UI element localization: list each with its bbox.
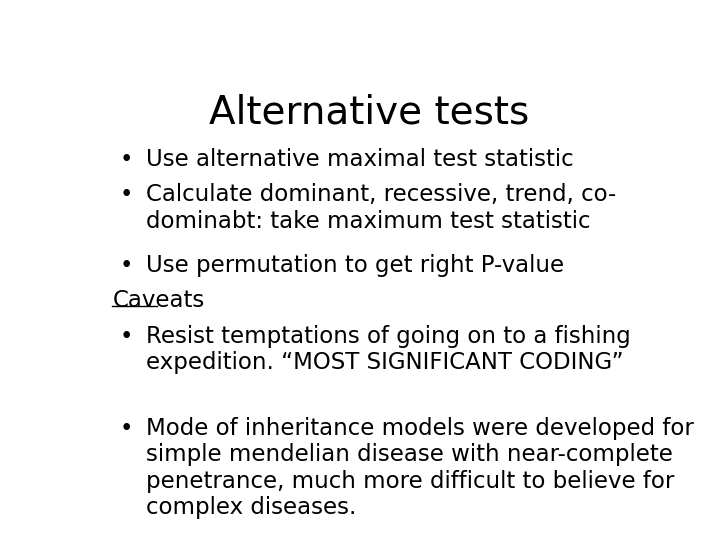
Text: Resist temptations of going on to a fishing
expedition. “MOST SIGNIFICANT CODING: Resist temptations of going on to a fish… bbox=[145, 325, 631, 374]
Text: •: • bbox=[120, 325, 133, 348]
Text: •: • bbox=[120, 183, 133, 206]
Text: Caveats: Caveats bbox=[112, 289, 204, 312]
Text: •: • bbox=[120, 416, 133, 440]
Text: Alternative tests: Alternative tests bbox=[209, 94, 529, 132]
Text: Calculate dominant, recessive, trend, co-
dominabt: take maximum test statistic: Calculate dominant, recessive, trend, co… bbox=[145, 183, 616, 233]
Text: Use permutation to get right P-value: Use permutation to get right P-value bbox=[145, 254, 564, 277]
Text: •: • bbox=[120, 254, 133, 277]
Text: •: • bbox=[120, 148, 133, 171]
Text: Mode of inheritance models were developed for
simple mendelian disease with near: Mode of inheritance models were develope… bbox=[145, 416, 693, 519]
Text: Use alternative maximal test statistic: Use alternative maximal test statistic bbox=[145, 148, 573, 171]
